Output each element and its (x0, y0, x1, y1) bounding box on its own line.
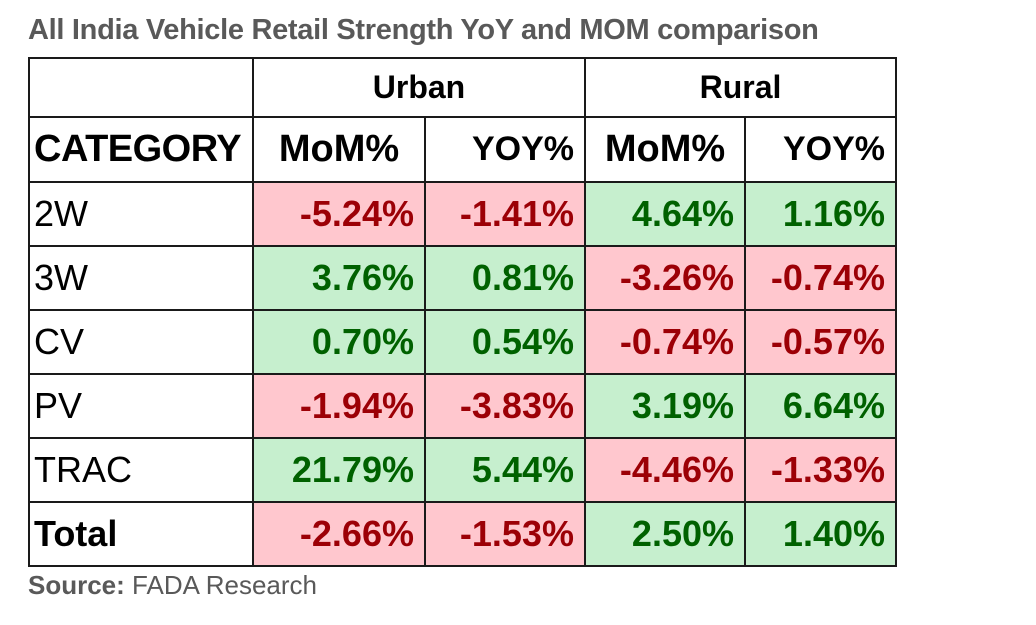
value-cell-rural-yoy: 6.64% (744, 373, 897, 439)
value-cell-rural-mom: 4.64% (584, 181, 746, 247)
value-cell-rural-yoy: -1.33% (744, 437, 897, 503)
value-cell-rural-mom: -4.46% (584, 437, 746, 503)
table-row: 3W 3.76% 0.81% -3.26% -0.74% (28, 245, 897, 311)
header-urban-mom: MoM% (252, 116, 426, 183)
table-body: 2W -5.24% -1.41% 4.64% 1.16% 3W 3.76% 0.81% -3.2… (28, 181, 897, 567)
value-cell-rural-mom: 2.50% (584, 501, 746, 567)
value-cell-rural-yoy: 1.40% (744, 501, 897, 567)
table-row: 2W -5.24% -1.41% 4.64% 1.16% (28, 181, 897, 247)
value-cell-rural-mom: 3.19% (584, 373, 746, 439)
value-cell-rural-yoy: -0.74% (744, 245, 897, 311)
retail-strength-table: Urban Rural CATEGORY MoM% YOY% MoM% YOY%… (28, 57, 897, 567)
value-cell-urban-yoy: -1.53% (424, 501, 586, 567)
value-cell-urban-yoy: 0.81% (424, 245, 586, 311)
value-cell-rural-mom: -0.74% (584, 309, 746, 375)
source-text: FADA Research (124, 570, 318, 600)
value-cell-urban-yoy: -3.83% (424, 373, 586, 439)
header-urban-yoy: YOY% (424, 116, 586, 183)
table-row: TRAC 21.79% 5.44% -4.46% -1.33% (28, 437, 897, 503)
group-header-empty (28, 57, 254, 118)
value-cell-urban-yoy: 0.54% (424, 309, 586, 375)
source-note: Source: FADA Research (28, 570, 317, 601)
source-label: Source: (28, 570, 125, 600)
category-cell: Total (28, 501, 254, 567)
value-cell-urban-mom: -5.24% (252, 181, 426, 247)
value-cell-urban-mom: -2.66% (252, 501, 426, 567)
group-header-urban: Urban (252, 57, 586, 118)
category-cell: TRAC (28, 437, 254, 503)
category-cell: 3W (28, 245, 254, 311)
header-rural-mom: MoM% (584, 116, 746, 183)
value-cell-rural-mom: -3.26% (584, 245, 746, 311)
header-category: CATEGORY (28, 116, 254, 183)
value-cell-rural-yoy: -0.57% (744, 309, 897, 375)
value-cell-urban-mom: 0.70% (252, 309, 426, 375)
value-cell-urban-yoy: 5.44% (424, 437, 586, 503)
category-cell: CV (28, 309, 254, 375)
value-cell-rural-yoy: 1.16% (744, 181, 897, 247)
column-header-row: CATEGORY MoM% YOY% MoM% YOY% (28, 116, 897, 183)
table-row: Total -2.66% -1.53% 2.50% 1.40% (28, 501, 897, 567)
table-row: CV 0.70% 0.54% -0.74% -0.57% (28, 309, 897, 375)
page-title: All India Vehicle Retail Strength YoY an… (28, 14, 819, 46)
category-cell: 2W (28, 181, 254, 247)
category-cell: PV (28, 373, 254, 439)
table-row: PV -1.94% -3.83% 3.19% 6.64% (28, 373, 897, 439)
group-header-rural: Rural (584, 57, 897, 118)
group-header-row: Urban Rural (28, 57, 897, 118)
value-cell-urban-mom: -1.94% (252, 373, 426, 439)
value-cell-urban-yoy: -1.41% (424, 181, 586, 247)
header-rural-yoy: YOY% (744, 116, 897, 183)
value-cell-urban-mom: 3.76% (252, 245, 426, 311)
value-cell-urban-mom: 21.79% (252, 437, 426, 503)
